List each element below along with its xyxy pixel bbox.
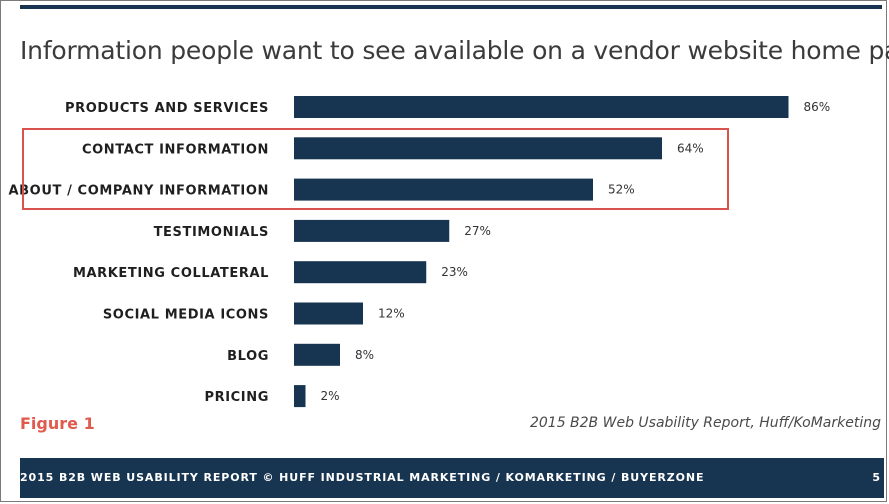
value-label: 86% — [804, 100, 831, 114]
bar-chart: PRODUCTS AND SERVICES 86% CONTACT INFORMAT… — [9, 96, 831, 408]
value-label: 8% — [355, 348, 374, 362]
category-label: PRICING — [204, 390, 269, 405]
bar — [294, 385, 306, 408]
top-rule — [20, 5, 882, 9]
figure-label: Figure 1 — [20, 414, 95, 433]
highlight-box — [22, 128, 729, 210]
category-label: TESTIMONIALS — [154, 225, 269, 240]
value-label: 23% — [441, 265, 468, 279]
footer-bar: 2015 B2B WEB USABILITY REPORT © HUFF IND… — [20, 458, 884, 498]
chart-title: Information people want to see available… — [20, 36, 889, 65]
value-label: 27% — [464, 224, 491, 238]
bar — [294, 219, 450, 242]
category-label: CONTACT INFORMATION — [82, 142, 269, 157]
value-label: 2% — [321, 389, 340, 403]
bar — [294, 343, 340, 366]
bar — [294, 96, 789, 118]
value-label: 64% — [677, 141, 704, 155]
category-label: MARKETING COLLATERAL — [73, 266, 269, 281]
page-number: 5 — [872, 471, 880, 484]
footer-text: 2015 B2B WEB USABILITY REPORT © HUFF IND… — [20, 471, 705, 484]
value-label: 52% — [608, 183, 635, 197]
category-label: SOCIAL MEDIA ICONS — [103, 308, 269, 323]
bar — [294, 137, 662, 160]
bar — [294, 178, 593, 201]
category-label: BLOG — [227, 349, 269, 364]
value-label: 12% — [378, 307, 405, 321]
category-label: ABOUT / COMPANY INFORMATION — [9, 184, 269, 199]
bar — [294, 261, 427, 284]
bar — [294, 302, 363, 325]
source-citation: 2015 B2B Web Usability Report, Huff/KoMa… — [529, 415, 881, 431]
category-label: PRODUCTS AND SERVICES — [65, 101, 269, 116]
